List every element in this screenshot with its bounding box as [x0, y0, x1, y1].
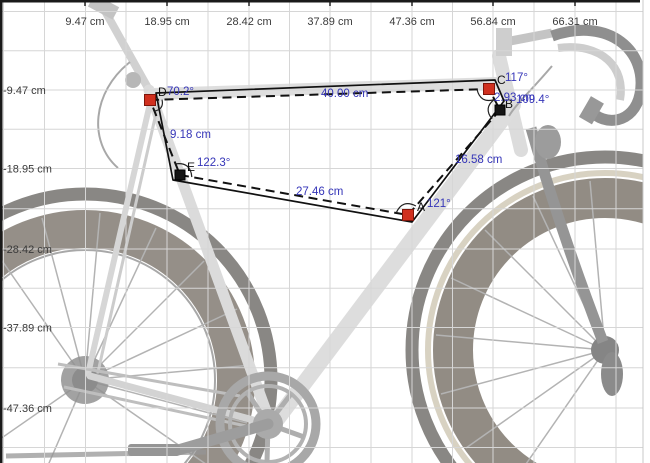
border-top: [0, 0, 640, 3]
vertex-label-E: E: [187, 160, 195, 174]
distance-label-DC: 40.00 cm: [321, 88, 368, 100]
axis-label-left: -37.89 cm: [3, 323, 52, 335]
front-spokes: [435, 180, 606, 463]
angle-label-D: 70.2°: [167, 86, 194, 98]
frame: [85, 0, 528, 428]
angle-label-C: 117°: [505, 72, 528, 84]
vertex-marker-A[interactable]: [402, 209, 414, 221]
axis-label-top: 18.95 cm: [144, 16, 189, 28]
vertex-label-A: A: [417, 200, 425, 214]
angle-label-A: 121°: [427, 198, 451, 210]
axis-label-top: 9.47 cm: [65, 16, 104, 28]
crank-arm: [172, 418, 274, 456]
right-gutter: [643, 0, 650, 463]
seat-tube: [143, 84, 276, 428]
axis-label-top: 37.89 cm: [307, 16, 352, 28]
border-left: [0, 0, 3, 463]
chain: [57, 362, 241, 398]
stem: [504, 28, 553, 47]
distance-label-CB: 2.93 cm: [494, 92, 535, 104]
chain-stay: [86, 372, 272, 428]
vertex-label-B: B: [505, 97, 513, 111]
angle-arc-E: [175, 163, 193, 178]
vertex-label-D: D: [158, 85, 167, 99]
distance-label-BA: 16.58 cm: [455, 154, 502, 166]
fork-crown: [535, 125, 561, 159]
chainring: [215, 371, 321, 463]
fork: [525, 126, 609, 344]
measured-polygon-solid[interactable]: [155, 79, 505, 223]
axis-labels: 9.47 cm 18.95 cm 28.42 cm 37.89 cm 47.36 cm 5…: [3, 0, 598, 415]
angle-arc-A: [395, 203, 417, 214]
down-tube: [270, 97, 521, 426]
vertex-label-C: C: [497, 73, 506, 87]
axis-label-left: -47.36 cm: [3, 403, 52, 415]
axis-label-left: -28.42 cm: [3, 244, 52, 256]
angle-arc-C: [476, 89, 495, 102]
geometry-overlay[interactable]: D CB A E 70.2° 117° 109.4° 121° 122.3° 40.00 cm 2.…: [144, 72, 550, 223]
vertex-marker-E[interactable]: [174, 169, 186, 181]
angle-label-B: 109.4°: [516, 94, 549, 106]
axis-label-left: -18.95 cm: [3, 164, 52, 176]
axis-label-left: -9.47 cm: [3, 85, 46, 97]
seat-stay: [85, 96, 154, 377]
angle-arc-B: [487, 98, 495, 120]
axis-label-top: 47.36 cm: [389, 16, 434, 28]
drivetrain: [5, 362, 321, 463]
angle-label-E: 122.3°: [197, 157, 230, 169]
distance-label-ED: 9.18 cm: [170, 129, 211, 141]
axis-label-top: 28.42 cm: [226, 16, 271, 28]
angle-arc-D: [154, 99, 163, 112]
vertex-marker-C[interactable]: [483, 83, 495, 95]
axis-label-top: 56.84 cm: [470, 16, 515, 28]
measured-polygon-dashed[interactable]: [149, 88, 501, 216]
rear-brake: [125, 72, 141, 88]
cable: [97, 61, 131, 169]
vertex-marker-D[interactable]: [144, 94, 156, 106]
vertex-marker-B[interactable]: [494, 104, 506, 116]
top-tube: [147, 77, 503, 100]
brake-hood: [578, 96, 604, 125]
handlebar: [550, 24, 647, 126]
axis-label-top: 66.31 cm: [552, 16, 597, 28]
distance-label-AE: 27.46 cm: [296, 186, 343, 198]
